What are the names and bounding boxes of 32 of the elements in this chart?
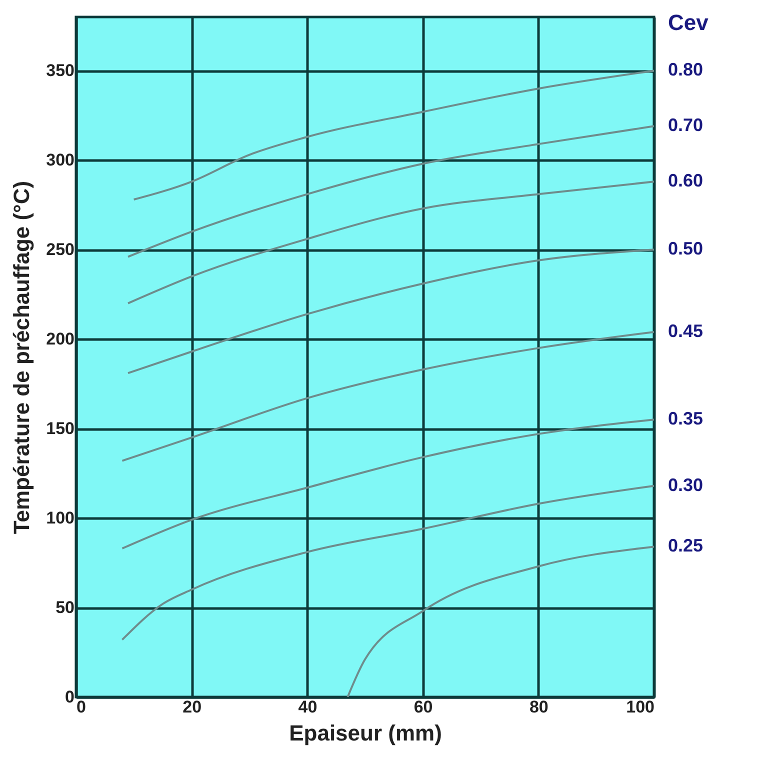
series-label: 0.70: [668, 115, 704, 136]
series-label: 0.45: [668, 320, 704, 341]
y-axis-title: Température de préchauffage (°C): [9, 180, 34, 534]
x-tick-label: 0: [76, 698, 86, 716]
line-series: [346, 546, 654, 697]
line-series: [121, 484, 654, 641]
y-tick-label: 250: [46, 240, 74, 260]
y-tick-label: 200: [46, 330, 74, 349]
y-tick-label: 150: [46, 419, 74, 438]
line-series: [127, 125, 654, 258]
series-label: 0.60: [668, 170, 704, 191]
x-tick-label: 40: [298, 698, 318, 716]
x-tick-label: 60: [414, 698, 433, 716]
line-series: [127, 248, 654, 374]
series-label: 0.25: [668, 536, 704, 556]
legend-title: Cev: [668, 10, 710, 35]
series-label: 0.30: [668, 474, 704, 495]
x-axis-title: Epaiseur (mm): [289, 720, 442, 746]
line-series: [127, 180, 654, 304]
y-tick-label: 350: [46, 61, 74, 80]
line-series: [121, 418, 654, 550]
series-label: 0.50: [668, 238, 704, 259]
line-series: [121, 330, 654, 462]
y-tick-label: 50: [56, 598, 74, 618]
series-label: 0.80: [668, 60, 704, 80]
x-tick-label: 100: [626, 698, 654, 716]
line-series: [132, 70, 654, 201]
x-tick-label: 20: [182, 698, 202, 716]
x-tick-label: 80: [529, 698, 548, 716]
series-label: 0.35: [668, 408, 704, 429]
y-tick-label: 300: [46, 150, 74, 170]
y-tick-label: 100: [46, 508, 74, 528]
